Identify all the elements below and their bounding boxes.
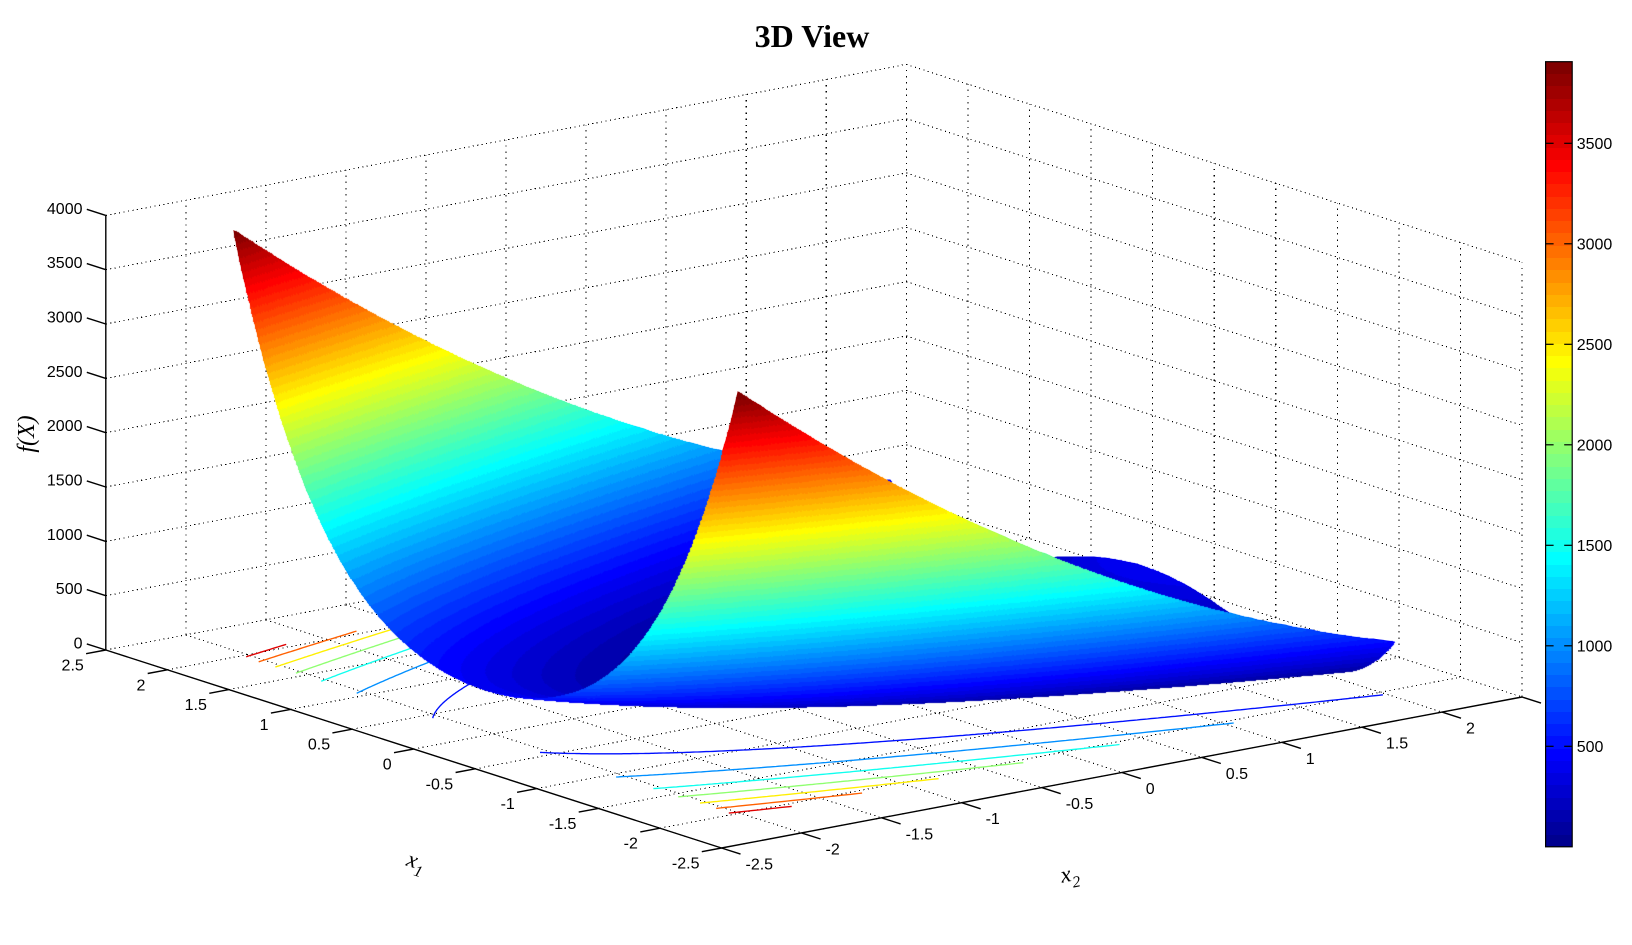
svg-text:x1: x1 (401, 846, 429, 881)
svg-text:1500: 1500 (47, 473, 83, 490)
svg-text:0: 0 (74, 636, 83, 653)
svg-text:0.5: 0.5 (1226, 766, 1248, 783)
svg-text:0.5: 0.5 (308, 737, 330, 754)
svg-text:1: 1 (1306, 751, 1315, 768)
svg-text:1.5: 1.5 (185, 697, 207, 714)
svg-text:2000: 2000 (47, 418, 83, 435)
svg-text:x2: x2 (1057, 860, 1082, 894)
svg-text:500: 500 (56, 581, 83, 598)
svg-text:2: 2 (1466, 721, 1475, 738)
svg-text:3500: 3500 (47, 255, 83, 272)
svg-text:2500: 2500 (1577, 337, 1613, 354)
svg-text:3500: 3500 (1577, 136, 1613, 153)
svg-text:-2: -2 (624, 836, 638, 853)
svg-text:3000: 3000 (1577, 236, 1613, 253)
svg-text:-1: -1 (986, 811, 1000, 828)
svg-text:2: 2 (136, 677, 145, 694)
svg-text:4000: 4000 (47, 201, 83, 218)
svg-text:1000: 1000 (1577, 638, 1613, 655)
svg-text:2000: 2000 (1577, 437, 1613, 454)
svg-text:1000: 1000 (47, 527, 83, 544)
svg-text:f(X): f(X) (14, 415, 40, 452)
svg-text:-1.5: -1.5 (906, 826, 934, 843)
svg-text:1: 1 (260, 717, 269, 734)
svg-text:1.5: 1.5 (1386, 736, 1408, 753)
svg-text:2.5: 2.5 (62, 658, 84, 675)
svg-text:-1.5: -1.5 (549, 816, 577, 833)
svg-text:-0.5: -0.5 (426, 776, 454, 793)
svg-text:-2.5: -2.5 (672, 856, 700, 873)
svg-text:3D View: 3D View (755, 18, 870, 54)
svg-text:0: 0 (383, 757, 392, 774)
svg-text:2500: 2500 (47, 364, 83, 381)
svg-text:0: 0 (1146, 781, 1155, 798)
svg-text:-2: -2 (826, 841, 840, 858)
svg-text:-0.5: -0.5 (1066, 796, 1094, 813)
svg-text:-2.5: -2.5 (746, 857, 774, 874)
svg-text:1500: 1500 (1577, 538, 1613, 555)
svg-text:-1: -1 (501, 796, 515, 813)
svg-text:3000: 3000 (47, 310, 83, 327)
svg-text:500: 500 (1577, 739, 1604, 756)
